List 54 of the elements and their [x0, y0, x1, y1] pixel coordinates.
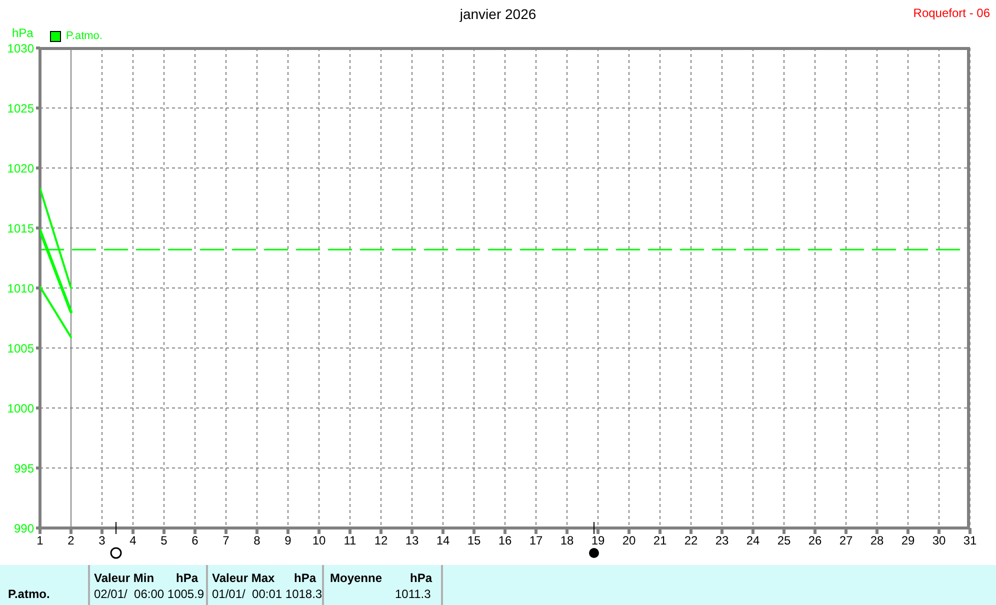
x-tick-label: 31	[963, 534, 977, 548]
x-tick-label: 27	[839, 534, 853, 548]
x-tick-label: 26	[808, 534, 822, 548]
x-tick-label: 30	[932, 534, 946, 548]
y-tick-label: 995	[14, 461, 34, 476]
chart-title: janvier 2026	[460, 6, 536, 22]
text: 1011.3	[395, 587, 431, 601]
x-tick-label: 17	[529, 534, 543, 548]
x-tick-label: 14	[436, 534, 450, 548]
text: hPa	[410, 571, 432, 585]
x-tick-label: 24	[746, 534, 760, 548]
x-tick-label: 20	[622, 534, 636, 548]
x-tick-label: 16	[498, 534, 512, 548]
x-tick-label: 10	[312, 534, 326, 548]
text: hPa	[294, 571, 316, 585]
x-tick-label: 8	[254, 534, 261, 548]
x-tick-label: 9	[284, 534, 292, 548]
y-axis-title: hPa	[12, 26, 34, 40]
x-tick-label: 12	[374, 534, 388, 548]
text: Roquefort - 06	[913, 6, 990, 20]
x-tick-label: 2	[68, 534, 75, 548]
y-tick-label: 1005	[7, 341, 34, 356]
x-tick-label: 13	[405, 534, 419, 548]
y-tick-label: 1000	[7, 401, 34, 416]
x-tick-label: 11	[344, 534, 357, 548]
x-tick-label: 19	[591, 534, 605, 548]
x-tick-label: 15	[467, 534, 481, 548]
text: 01/01/ 00:01 1018.3	[212, 587, 322, 601]
x-tick-label: 7	[222, 534, 230, 548]
legend-label: P.atmo.	[65, 30, 102, 42]
y-tick-label: 1010	[7, 281, 34, 296]
x-tick-label: 23	[715, 534, 729, 548]
y-tick-label: 1030	[7, 41, 34, 56]
y-tick-label: 1015	[7, 221, 34, 236]
text: Moyenne	[330, 571, 382, 585]
x-tick-label: 1	[36, 534, 44, 548]
x-tick-label: 21	[653, 534, 667, 548]
y-tick-label: 1025	[7, 101, 34, 116]
text: 02/01/ 06:00 1005.9	[94, 587, 204, 601]
y-tick-label: 990	[14, 521, 34, 536]
x-tick-label: 28	[870, 534, 884, 548]
x-tick-label: 5	[160, 534, 168, 548]
text: hPa	[176, 571, 198, 585]
text: Valeur Min	[94, 571, 154, 585]
x-tick-label: 3	[98, 534, 106, 548]
x-tick-label: 6	[192, 534, 199, 548]
x-tick-label: 4	[130, 534, 137, 548]
x-tick-label: 22	[684, 534, 698, 548]
x-tick-label: 25	[777, 534, 791, 548]
y-tick-label: 1020	[7, 161, 34, 176]
x-tick-label: 18	[560, 534, 574, 548]
text: P.atmo.	[8, 587, 50, 601]
text: Valeur Max	[212, 571, 275, 585]
x-tick-label: 29	[901, 534, 915, 548]
